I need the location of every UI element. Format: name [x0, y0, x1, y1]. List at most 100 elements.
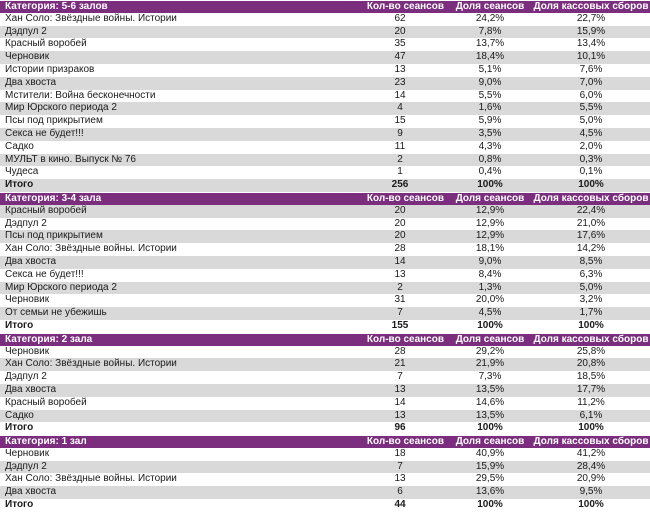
box-office-share: 22,4%: [576, 204, 606, 216]
film-title: Чудеса: [5, 166, 39, 178]
sessions-count: 20: [394, 230, 406, 242]
box-office-share: 8,5%: [579, 255, 603, 267]
sessions-share: 9,0%: [478, 255, 502, 267]
film-title: Псы под прикрытием: [5, 230, 103, 242]
table-row: Два хвоста 13 13,5% 17,7%: [0, 383, 650, 397]
film-title: Черновик: [5, 294, 50, 306]
column-header-share-box-office: Доля кассовых сборов: [533, 192, 649, 204]
film-title: Секса не будет!!!: [5, 268, 84, 280]
table-row: Красный воробей 20 12,9% 22,4%: [0, 204, 650, 218]
column-header-share-sessions: Доля сеансов: [455, 1, 525, 12]
sessions-count: 18: [394, 447, 406, 459]
sessions-count: 6: [397, 486, 403, 498]
total-sessions-share: 100%: [477, 319, 503, 331]
sessions-share: 0,4%: [478, 166, 502, 178]
table-row: Два хвоста 14 9,0% 8,5%: [0, 255, 650, 269]
box-office-share: 20,8%: [576, 358, 606, 370]
film-title: Два хвоста: [5, 383, 57, 395]
total-box-office-share: 100%: [578, 422, 604, 434]
box-office-share: 9,5%: [579, 486, 603, 498]
total-film-title: Итого: [5, 422, 34, 434]
sessions-share: 15,9%: [475, 460, 505, 472]
box-office-share: 2,0%: [579, 140, 603, 152]
column-header-share-box-office: Доля кассовых сборов: [533, 1, 649, 12]
sessions-count: 35: [394, 38, 406, 50]
total-film-title: Итого: [5, 179, 34, 191]
sessions-share: 24,2%: [475, 12, 505, 24]
film-title: Черновик: [5, 51, 50, 63]
film-title: Красный воробей: [5, 204, 87, 216]
film-title: Хан Соло: Звёздные войны. Истории: [5, 358, 177, 370]
film-title: Садко: [5, 409, 34, 421]
box-office-share: 7,6%: [579, 63, 603, 75]
film-title: Секса не будет!!!: [5, 127, 84, 139]
total-box-office-share: 100%: [578, 179, 604, 191]
section-header: Категория: 2 зала Кол-во сеансов Доля сеан…: [0, 332, 650, 346]
sessions-count: 14: [394, 255, 406, 267]
table-row: Черновик 18 40,9% 41,2%: [0, 448, 650, 461]
film-title: Мстители: Война бесконечности: [5, 89, 156, 101]
sessions-count: 20: [394, 217, 406, 229]
film-title: Хан Соло: Звёздные войны. Истории: [5, 473, 177, 485]
section-title: Категория: 2 зала: [5, 333, 93, 345]
sessions-share: 12,9%: [475, 230, 505, 242]
box-office-share: 25,8%: [576, 345, 606, 357]
table-row: Два хвоста 6 13,6% 9,5%: [0, 486, 650, 500]
sessions-count: 14: [394, 89, 406, 101]
section-header: Категория: 5-6 залов Кол-во сеансов Доля с…: [0, 0, 650, 13]
box-office-share: 41,2%: [576, 447, 606, 459]
table-row: Хан Соло: Звёздные войны. Истории 62 24,2%…: [0, 13, 650, 26]
sessions-share: 21,9%: [475, 358, 505, 370]
film-title: МУЛЬТ в кино. Выпуск № 76: [5, 153, 136, 165]
section-title: Категория: 3-4 зала: [5, 192, 102, 204]
sessions-count: 11: [394, 140, 406, 152]
table-row: Хан Соло: Звёздные войны. Истории 21 21,9%…: [0, 358, 650, 372]
sessions-count: 13: [394, 63, 406, 75]
table-row: Садко 11 4,3% 2,0%: [0, 141, 650, 154]
sessions-share: 0,8%: [478, 153, 502, 165]
table-row: Мстители: Война бесконечности 14 5,5% 6,0%: [0, 90, 650, 103]
sessions-share: 12,9%: [475, 217, 505, 229]
box-office-share: 6,3%: [579, 268, 603, 280]
film-title: Истории призраков: [5, 63, 95, 75]
sessions-share: 13,7%: [475, 38, 505, 50]
box-office-share: 5,5%: [579, 102, 603, 114]
sessions-share: 1,6%: [478, 102, 502, 114]
total-sessions-count: 96: [394, 422, 406, 434]
table-row: Псы под прикрытием 15 5,9% 5,0%: [0, 115, 650, 128]
box-office-share: 28,4%: [576, 460, 606, 472]
box-office-share: 15,9%: [576, 25, 606, 37]
table-row: Садко 13 13,5% 6,1%: [0, 409, 650, 423]
box-office-share: 14,2%: [576, 243, 606, 255]
box-office-share: 20,9%: [576, 473, 606, 485]
sessions-share: 18,1%: [475, 243, 505, 255]
box-office-share: 5,0%: [579, 281, 603, 293]
film-title: Хан Соло: Звёздные войны. Истории: [5, 12, 177, 24]
box-office-share: 3,2%: [579, 294, 603, 306]
box-office-share: 11,2%: [577, 396, 605, 408]
table-row: Мир Юрского периода 2 2 1,3% 5,0%: [0, 281, 650, 295]
table-row: Хан Соло: Звёздные войны. Истории 13 29,5%…: [0, 473, 650, 486]
film-title: От семьи не убежишь: [5, 307, 107, 319]
total-row: Итого 256 100% 100%: [0, 179, 650, 192]
sessions-count: 4: [397, 102, 403, 114]
sessions-count: 14: [394, 396, 406, 408]
total-film-title: Итого: [5, 499, 34, 511]
sessions-share: 5,5%: [478, 89, 502, 101]
sessions-count: 7: [397, 460, 403, 472]
box-office-share: 5,0%: [579, 115, 603, 127]
box-office-share: 6,1%: [579, 409, 603, 421]
box-office-share: 1,7%: [579, 307, 603, 319]
box-office-share: 21,0%: [576, 217, 606, 229]
box-office-share: 7,0%: [579, 76, 603, 88]
total-box-office-share: 100%: [578, 499, 604, 511]
sessions-count: 13: [394, 473, 406, 485]
sessions-count: 7: [397, 307, 403, 319]
table-row: Черновик 28 29,2% 25,8%: [0, 346, 650, 359]
column-header-share-box-office: Доля кассовых сборов: [533, 436, 649, 448]
table-row: Дэдпул 2 7 7,3% 18,5%: [0, 371, 650, 384]
column-header-share-sessions: Доля сеансов: [455, 333, 525, 345]
table-row: Истории призраков 13 5,1% 7,6%: [0, 64, 650, 77]
sessions-share: 14,6%: [475, 396, 505, 408]
box-office-share: 17,7%: [576, 383, 606, 395]
